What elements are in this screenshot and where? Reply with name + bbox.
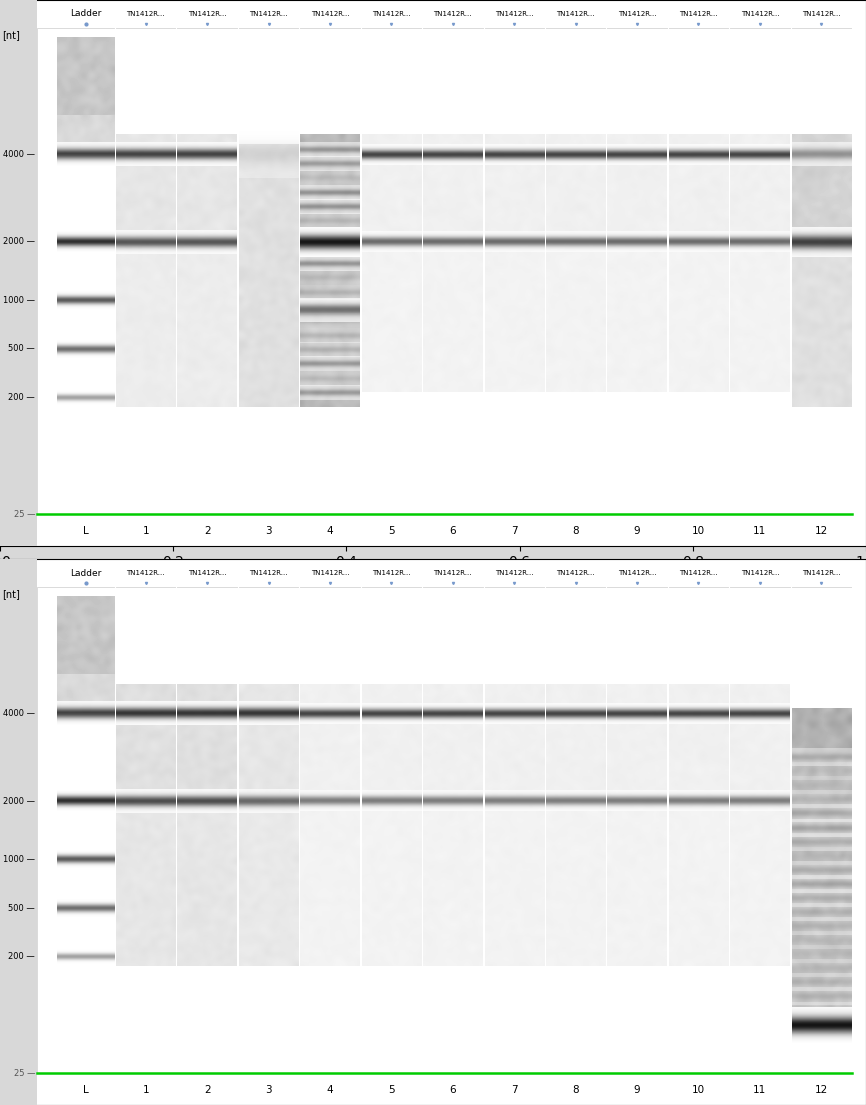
Text: 7: 7 (511, 1085, 518, 1095)
Text: 6: 6 (449, 1085, 456, 1095)
Text: [nt]: [nt] (2, 589, 20, 599)
Text: TN1412R...: TN1412R... (617, 11, 656, 17)
Text: 8: 8 (572, 1085, 579, 1095)
Text: 6: 6 (449, 526, 456, 536)
Text: 4000 —: 4000 — (3, 149, 35, 159)
Text: TN1412R...: TN1412R... (311, 11, 349, 17)
Bar (0, 0, 37, 546)
Text: 11: 11 (753, 1085, 766, 1095)
Text: L: L (83, 1085, 89, 1095)
Text: Ladder: Ladder (70, 9, 101, 19)
Text: 9: 9 (634, 1085, 640, 1095)
Text: 500 —: 500 — (9, 904, 35, 913)
Text: TN1412R...: TN1412R... (249, 570, 288, 576)
Text: 25 —: 25 — (14, 509, 35, 518)
Text: 11: 11 (753, 526, 766, 536)
Text: 12: 12 (815, 1085, 828, 1095)
Text: 8: 8 (572, 526, 579, 536)
Text: TN1412R...: TN1412R... (556, 570, 595, 576)
Text: TN1412R...: TN1412R... (434, 570, 472, 576)
Text: 500 —: 500 — (9, 344, 35, 354)
Text: TN1412R...: TN1412R... (126, 11, 165, 17)
Text: L: L (83, 526, 89, 536)
Bar (37, 587, 852, 1073)
Text: 1: 1 (142, 1085, 149, 1095)
Text: 7: 7 (511, 526, 518, 536)
Text: TN1412R...: TN1412R... (802, 570, 841, 576)
Text: 4: 4 (326, 526, 333, 536)
Text: TN1412R...: TN1412R... (617, 570, 656, 576)
Text: TN1412R...: TN1412R... (740, 11, 779, 17)
Text: TN1412R...: TN1412R... (802, 11, 841, 17)
Text: TN1412R...: TN1412R... (249, 11, 288, 17)
Text: TN1412R...: TN1412R... (311, 570, 349, 576)
Text: TN1412R...: TN1412R... (495, 570, 533, 576)
Text: 4000 —: 4000 — (3, 709, 35, 718)
Text: 9: 9 (634, 526, 640, 536)
Bar (37, 28, 852, 514)
Text: 200 —: 200 — (9, 953, 35, 961)
Text: TN1412R...: TN1412R... (188, 11, 226, 17)
Text: 5: 5 (388, 1085, 395, 1095)
Text: Ladder: Ladder (70, 569, 101, 578)
Text: TN1412R...: TN1412R... (372, 570, 410, 576)
Text: 1000 —: 1000 — (3, 295, 35, 305)
Text: TN1412R...: TN1412R... (740, 570, 779, 576)
Text: 3: 3 (265, 526, 272, 536)
Text: 3: 3 (265, 1085, 272, 1095)
Text: [nt]: [nt] (2, 30, 20, 40)
Bar (0, 559, 37, 1105)
Text: 12: 12 (815, 526, 828, 536)
Text: 1000 —: 1000 — (3, 855, 35, 864)
Text: 2000 —: 2000 — (3, 797, 35, 806)
Text: 4: 4 (326, 1085, 333, 1095)
Text: TN1412R...: TN1412R... (679, 570, 718, 576)
Text: 1: 1 (142, 526, 149, 536)
Text: TN1412R...: TN1412R... (434, 11, 472, 17)
Text: TN1412R...: TN1412R... (372, 11, 410, 17)
Text: 2: 2 (204, 1085, 210, 1095)
Text: 2000 —: 2000 — (3, 238, 35, 246)
Text: 200 —: 200 — (9, 392, 35, 402)
Text: 2: 2 (204, 526, 210, 536)
Text: TN1412R...: TN1412R... (679, 11, 718, 17)
Text: 5: 5 (388, 526, 395, 536)
Text: TN1412R...: TN1412R... (556, 11, 595, 17)
Text: TN1412R...: TN1412R... (495, 11, 533, 17)
Text: TN1412R...: TN1412R... (126, 570, 165, 576)
Text: TN1412R...: TN1412R... (188, 570, 226, 576)
Text: 25 —: 25 — (14, 1069, 35, 1077)
Text: 10: 10 (692, 526, 705, 536)
Text: 10: 10 (692, 1085, 705, 1095)
